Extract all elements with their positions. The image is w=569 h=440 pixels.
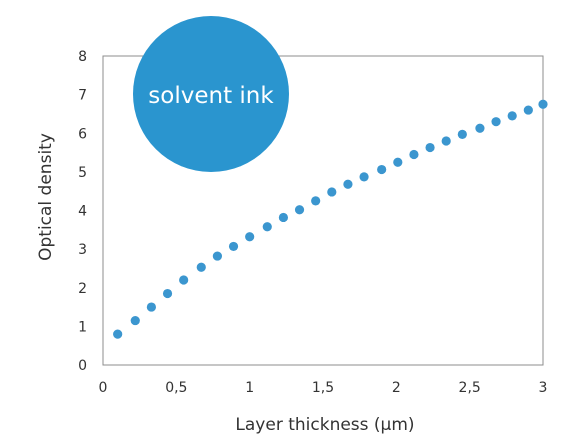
y-tick-label: 0	[78, 358, 87, 374]
data-point	[441, 136, 451, 146]
x-tick-label: 1,5	[312, 380, 334, 396]
data-point	[409, 149, 419, 160]
y-axis-ticks: 0 1 2 3 4 5 6 7 8	[78, 49, 87, 374]
data-point	[278, 212, 288, 223]
data-point	[425, 142, 435, 153]
data-point	[359, 172, 369, 182]
y-tick-label: 6	[78, 126, 87, 142]
y-tick-label: 2	[78, 281, 87, 297]
data-point	[475, 123, 485, 133]
data-point	[327, 187, 337, 197]
data-point	[262, 222, 272, 232]
data-point	[393, 157, 403, 167]
badge-circle	[133, 16, 289, 172]
data-point	[113, 329, 123, 339]
solvent-ink-badge: solvent ink	[133, 16, 289, 172]
data-point	[523, 105, 533, 115]
y-tick-label: 1	[78, 319, 87, 335]
y-tick-label: 8	[78, 49, 87, 65]
data-point	[162, 288, 173, 299]
x-axis-title: Layer thickness (µm)	[235, 415, 414, 435]
data-point	[245, 232, 255, 242]
x-tick-label: 1	[245, 380, 254, 396]
x-tick-label: 2	[392, 380, 401, 396]
data-point	[507, 111, 517, 121]
data-point	[343, 179, 353, 189]
y-tick-label: 7	[78, 88, 87, 104]
data-point	[491, 117, 501, 127]
data-point	[179, 275, 189, 285]
data-point	[538, 99, 548, 109]
data-point	[228, 241, 239, 252]
data-point	[311, 196, 321, 206]
x-tick-label: 3	[539, 380, 548, 396]
data-point	[130, 315, 140, 326]
y-tick-label: 4	[78, 204, 87, 220]
data-point	[196, 262, 206, 272]
data-point	[212, 251, 222, 261]
x-tick-label: 2,5	[459, 380, 481, 396]
data-point	[146, 302, 156, 312]
badge-text: solvent ink	[148, 83, 274, 109]
x-tick-label: 0	[99, 380, 108, 396]
x-axis-ticks: 0 0,5 1 1,5 2 2,5 3	[99, 380, 548, 396]
data-point	[377, 164, 387, 175]
plot-area-frame	[102, 55, 544, 366]
y-tick-label: 3	[78, 242, 87, 258]
y-tick-label: 5	[78, 165, 87, 181]
data-point	[294, 205, 305, 215]
data-point	[457, 129, 467, 140]
y-axis-title: Optical density	[36, 133, 56, 261]
x-tick-label: 0,5	[165, 380, 187, 396]
data-points	[113, 99, 548, 339]
